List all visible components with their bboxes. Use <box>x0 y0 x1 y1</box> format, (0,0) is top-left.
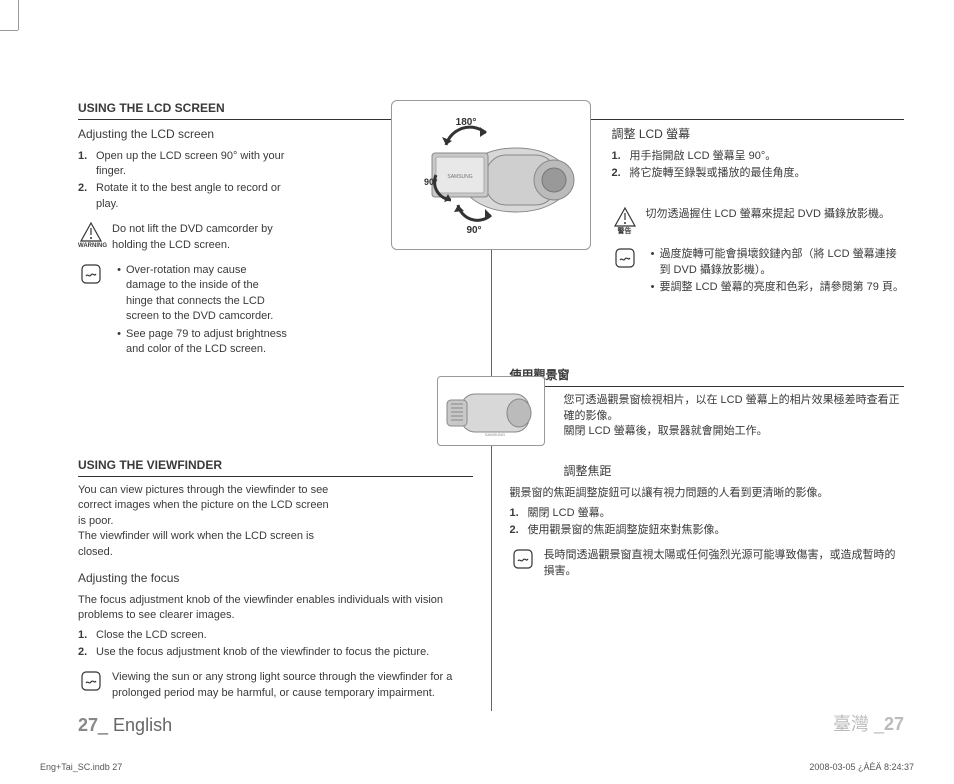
page-lang: 臺灣 _ <box>833 714 884 734</box>
figure-camcorder: SAMSUNG 180° 90° 90° <box>391 100 591 250</box>
note-text: 過度旋轉可能會損壞鉸鏈內部（將 LCD 螢幕連接到 DVD 攝錄放影機）。 <box>660 247 905 278</box>
step-1: 1.關閉 LCD 螢幕。 <box>510 506 905 521</box>
warning-row: WARNING Do not lift the DVD camcorder by… <box>78 222 288 253</box>
step-num: 2. <box>78 645 96 660</box>
spacer <box>510 449 905 463</box>
vf-desc-zh: 觀景窗的焦距調整旋鈕可以讓有視力問題的人看到更清晰的影像。 <box>510 486 905 501</box>
page-lang: _ English <box>98 715 172 735</box>
section-viewfinder-zh: 使用觀景窗 您可透過觀景窗檢視相片，以在 LCD 螢幕上的相片效果極差時查看正確… <box>510 367 905 579</box>
footer-timestamp: 2008-03-05 ¿ÀÈÄ 8:24:37 <box>809 762 914 772</box>
vf-steps: 1.Close the LCD screen. 2.Use the focus … <box>78 628 473 661</box>
spacer <box>612 191 905 207</box>
bullet-dot: • <box>646 280 660 295</box>
step-num: 1. <box>78 628 96 643</box>
bullet-dot: • <box>112 263 126 325</box>
step-num: 1. <box>78 149 96 180</box>
vf-note-text-zh: 長時間透過觀景窗直視太陽或任何強烈光源可能導致傷害，或造成暫時的損害。 <box>544 548 905 579</box>
svg-text:SAMSUNG: SAMSUNG <box>485 432 505 437</box>
vf-note-row-zh: 長時間透過觀景窗直視太陽或任何強烈光源可能導致傷害，或造成暫時的損害。 <box>510 548 905 579</box>
angle-90-mid: 90° <box>424 177 438 187</box>
step-1: 1.Open up the LCD screen 90° with your f… <box>78 149 288 180</box>
step-num: 2. <box>510 523 528 538</box>
step-num: 2. <box>612 166 630 181</box>
note-text: 要調整 LCD 螢幕的亮度和色彩，請參閱第 79 頁。 <box>660 280 904 295</box>
step-text: 用手指開啟 LCD 螢幕呈 90°。 <box>630 149 777 164</box>
note-icon <box>510 548 536 570</box>
note-item: •要調整 LCD 螢幕的亮度和色彩，請參閱第 79 頁。 <box>646 280 905 295</box>
warning-label-zh: 警告 <box>612 227 638 237</box>
note-row-zh: •過度旋轉可能會損壞鉸鏈內部（將 LCD 螢幕連接到 DVD 攝錄放影機）。 •… <box>612 247 905 297</box>
angle-180: 180° <box>456 117 477 128</box>
page-number-right: 臺灣 _27 <box>833 710 904 736</box>
vf-note-row: Viewing the sun or any strong light sour… <box>78 670 473 701</box>
vf-intro-zh: 您可透過觀景窗檢視相片，以在 LCD 螢幕上的相片效果極差時查看正確的影像。 關… <box>510 393 905 439</box>
step-text: 將它旋轉至錄製或播放的最佳角度。 <box>630 166 806 181</box>
figure-viewfinder: SAMSUNG <box>437 376 545 446</box>
warning-text-zh: 切勿透過握住 LCD 螢幕來提起 DVD 攝錄放影機。 <box>646 207 890 222</box>
warning-text: Do not lift the DVD camcorder by holding… <box>112 222 288 253</box>
subtitle-focus: Adjusting the focus <box>78 570 473 587</box>
lcd-steps: 1.Open up the LCD screen 90° with your f… <box>78 149 288 213</box>
page-container: USING THE LCD SCREEN Adjusting the LCD s… <box>18 30 924 744</box>
warning-icon: 警告 <box>612 207 638 237</box>
step-text: Rotate it to the best angle to record or… <box>96 181 288 212</box>
vf-note-text: Viewing the sun or any strong light sour… <box>112 670 473 701</box>
section-title-vf-zh: 使用觀景窗 <box>510 367 905 387</box>
content-columns: USING THE LCD SCREEN Adjusting the LCD s… <box>78 100 904 711</box>
note-item: •過度旋轉可能會損壞鉸鏈內部（將 LCD 螢幕連接到 DVD 攝錄放影機）。 <box>646 247 905 278</box>
note-text: See page 79 to adjust brightness and col… <box>126 327 288 358</box>
spacer <box>78 369 473 457</box>
step-2: 2.將它旋轉至錄製或播放的最佳角度。 <box>612 166 905 181</box>
step-num: 1. <box>510 506 528 521</box>
step-2: 2.使用觀景窗的焦距調整旋鈕來對焦影像。 <box>510 523 905 538</box>
warning-label: WARNING <box>78 242 104 250</box>
warning-row-zh: 警告 切勿透過握住 LCD 螢幕來提起 DVD 攝錄放影機。 <box>612 207 905 237</box>
page-num: 27 <box>884 714 904 734</box>
bullet-dot: • <box>112 327 126 358</box>
subtitle-adjust-lcd-zh: 調整 LCD 螢幕 <box>612 126 905 143</box>
bullet-dot: • <box>646 247 660 278</box>
step-2: 2.Rotate it to the best angle to record … <box>78 181 288 212</box>
note-row: •Over-rotation may cause damage to the i… <box>78 263 288 359</box>
note-icon <box>612 247 638 269</box>
crop-mark-vertical <box>18 0 19 30</box>
step-text: Use the focus adjustment knob of the vie… <box>96 645 429 660</box>
step-text: 使用觀景窗的焦距調整旋鈕來對焦影像。 <box>528 523 726 538</box>
vf-desc: The focus adjustment knob of the viewfin… <box>78 593 473 624</box>
brand-text: SAMSUNG <box>447 174 472 180</box>
subtitle-focus-zh: 調整焦距 <box>510 463 905 480</box>
angle-90-bot: 90° <box>466 225 481 236</box>
note-item: •See page 79 to adjust brightness and co… <box>112 327 288 358</box>
note-text: Over-rotation may cause damage to the in… <box>126 263 288 325</box>
step-num: 2. <box>78 181 96 212</box>
footer-file: Eng+Tai_SC.indb 27 <box>40 762 122 772</box>
spacer <box>510 307 905 367</box>
page-number-left: 27_ English <box>78 715 172 736</box>
step-1: 1.用手指開啟 LCD 螢幕呈 90°。 <box>612 149 905 164</box>
lcd-notes-zh: •過度旋轉可能會損壞鉸鏈內部（將 LCD 螢幕連接到 DVD 攝錄放影機）。 •… <box>646 247 905 297</box>
step-2: 2.Use the focus adjustment knob of the v… <box>78 645 473 660</box>
vf-intro: You can view pictures through the viewfi… <box>78 483 334 560</box>
step-text: 關閉 LCD 螢幕。 <box>528 506 611 521</box>
note-icon <box>78 670 104 692</box>
step-text: Open up the LCD screen 90° with your fin… <box>96 149 288 180</box>
section-viewfinder: USING THE VIEWFINDER You can view pictur… <box>78 457 473 701</box>
note-item: •Over-rotation may cause damage to the i… <box>112 263 288 325</box>
lcd-narrow-block: 1.Open up the LCD screen 90° with your f… <box>78 149 288 360</box>
step-text: Close the LCD screen. <box>96 628 207 643</box>
vf-steps-zh: 1.關閉 LCD 螢幕。 2.使用觀景窗的焦距調整旋鈕來對焦影像。 <box>510 506 905 539</box>
note-icon <box>78 263 104 285</box>
lcd-notes: •Over-rotation may cause damage to the i… <box>112 263 288 359</box>
warning-icon: WARNING <box>78 222 104 250</box>
section-title-vf: USING THE VIEWFINDER <box>78 457 473 477</box>
lcd-steps-zh: 1.用手指開啟 LCD 螢幕呈 90°。 2.將它旋轉至錄製或播放的最佳角度。 <box>612 149 905 182</box>
step-num: 1. <box>612 149 630 164</box>
step-1: 1.Close the LCD screen. <box>78 628 473 643</box>
page-num: 27 <box>78 715 98 735</box>
crop-mark-horizontal <box>0 30 18 31</box>
